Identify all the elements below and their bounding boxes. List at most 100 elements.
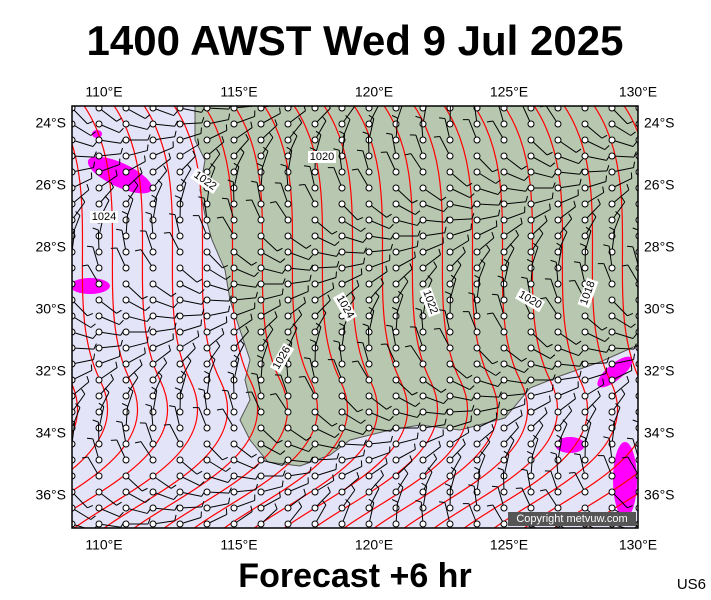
- station: [176, 280, 184, 288]
- station: [473, 120, 481, 128]
- station: [95, 472, 103, 480]
- barb-shaft: [98, 379, 114, 397]
- barb-shaft: [206, 107, 229, 110]
- barb-shaft: [422, 434, 444, 445]
- barb-flag: [549, 162, 556, 167]
- barb-shaft: [72, 491, 88, 509]
- barb-flag: [174, 322, 177, 329]
- barb-shaft: [584, 123, 603, 139]
- station: [230, 328, 238, 336]
- station: [122, 392, 130, 400]
- barb-flag: [116, 309, 122, 314]
- barb-shaft: [476, 155, 493, 173]
- barb-shaft: [395, 473, 409, 493]
- barb-flag: [397, 290, 404, 296]
- barb-shaft: [314, 277, 337, 285]
- barb-flag: [298, 309, 303, 316]
- barb-flag: [466, 374, 473, 379]
- barb-flag: [309, 466, 312, 473]
- barb-shaft: [611, 491, 628, 509]
- barb-flag: [216, 216, 223, 219]
- station: [149, 408, 157, 416]
- barb-flag: [268, 324, 274, 330]
- barb-shaft: [116, 439, 127, 461]
- barb-shaft: [314, 427, 336, 439]
- barb-shaft: [476, 407, 499, 413]
- station: [581, 488, 589, 496]
- barb-shaft: [72, 177, 93, 189]
- barb-shaft: [179, 374, 187, 397]
- station: [419, 344, 427, 352]
- station: [635, 184, 638, 192]
- barb-shaft: [503, 454, 510, 477]
- station: [284, 296, 292, 304]
- barb-flag: [486, 244, 491, 251]
- station: [338, 216, 346, 224]
- station: [608, 456, 616, 464]
- barb-shaft: [574, 472, 586, 493]
- station: [365, 184, 373, 192]
- barb-shaft: [140, 441, 154, 461]
- barb-flag: [333, 340, 340, 343]
- barb-shaft: [150, 406, 154, 429]
- station: [257, 488, 265, 496]
- barb-flag: [438, 501, 446, 504]
- station: [392, 504, 400, 512]
- barb-shaft: [584, 408, 597, 429]
- station: [365, 344, 373, 352]
- barb-shaft: [314, 288, 335, 301]
- barb-flag: [93, 151, 97, 158]
- barb-shaft: [579, 454, 586, 477]
- barb-shaft: [206, 129, 228, 141]
- barb-shaft: [206, 491, 229, 494]
- barb-shaft: [179, 360, 192, 381]
- barb-flag: [116, 420, 123, 423]
- station: [608, 120, 616, 128]
- station: [122, 264, 130, 272]
- barb-shaft: [395, 379, 413, 396]
- station: [554, 360, 562, 368]
- station: [257, 360, 265, 368]
- station: [635, 200, 638, 208]
- barb-flag: [573, 453, 581, 456]
- barb-shaft: [287, 290, 309, 301]
- station: [365, 152, 373, 160]
- barb-shaft: [368, 259, 390, 269]
- barb-shaft: [611, 369, 633, 381]
- station: [311, 216, 319, 224]
- station: [581, 152, 589, 160]
- barb-shaft: [557, 331, 577, 345]
- barb-shaft: [611, 422, 616, 445]
- station: [122, 184, 130, 192]
- barb-flag: [309, 274, 312, 281]
- barb-flag: [334, 241, 340, 246]
- barb-shaft: [468, 311, 478, 333]
- barb-shaft: [260, 235, 278, 252]
- barb-flag: [525, 195, 528, 202]
- barb-flag: [147, 134, 151, 141]
- barb-shaft: [275, 393, 289, 413]
- station: [527, 456, 535, 464]
- isobar: [163, 106, 289, 528]
- station: [500, 344, 508, 352]
- barb-flag: [94, 525, 98, 528]
- barb-shaft: [125, 150, 148, 157]
- barb-flag: [403, 468, 409, 474]
- station: [257, 312, 265, 320]
- lon-label: 130°E: [619, 537, 657, 553]
- barb-flag: [81, 264, 88, 267]
- barb-shaft: [341, 263, 364, 269]
- barb-flag: [216, 148, 221, 155]
- station: [500, 168, 508, 176]
- barb-shaft: [608, 246, 613, 269]
- barb-flag: [391, 499, 398, 503]
- barb-shaft: [557, 184, 580, 189]
- station: [365, 232, 373, 240]
- station: [554, 120, 562, 128]
- station: [122, 472, 130, 480]
- station: [230, 440, 238, 448]
- station: [230, 280, 238, 288]
- isobar-label-box: [514, 287, 546, 313]
- barb-flag: [351, 292, 356, 299]
- barb-shaft: [309, 166, 316, 189]
